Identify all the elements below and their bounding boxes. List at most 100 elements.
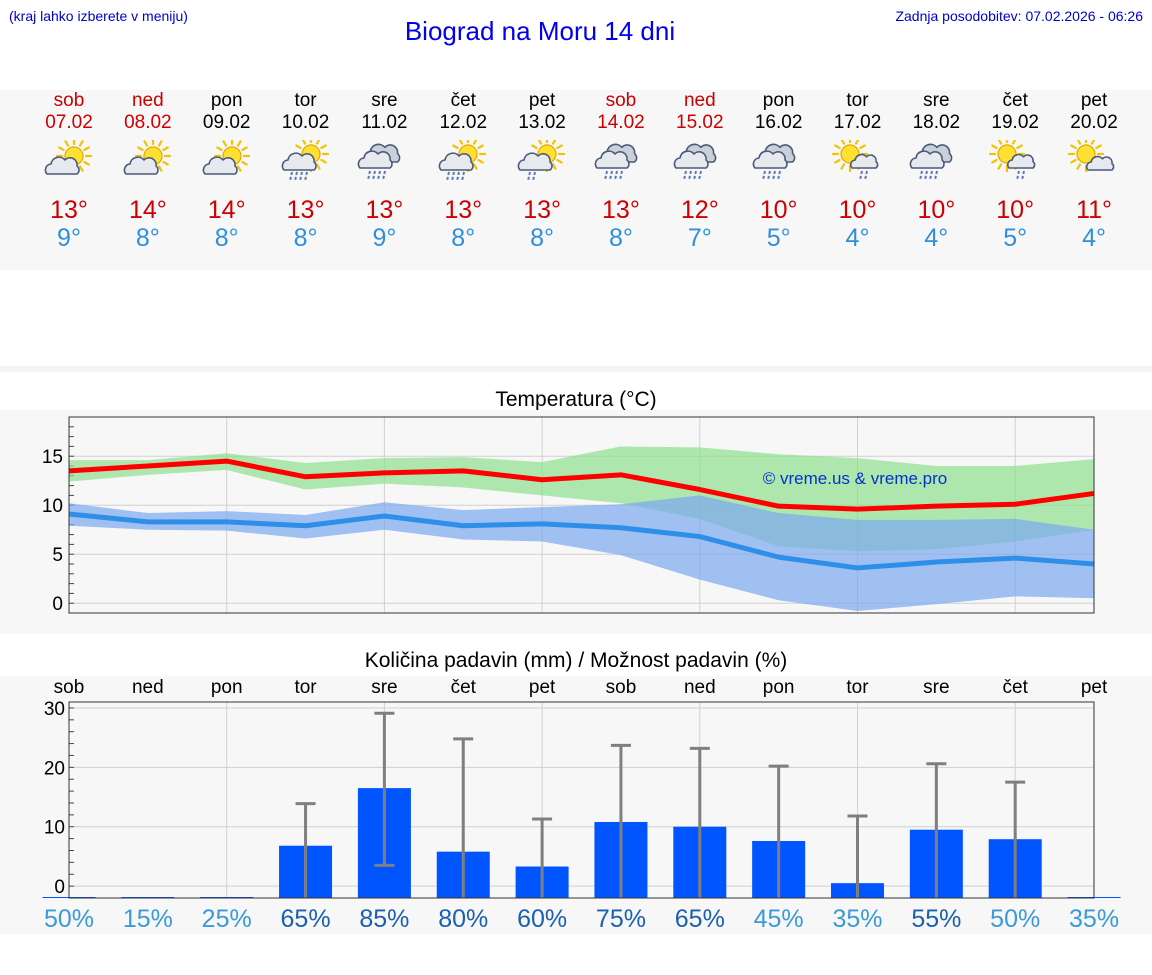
x-day-label: sre xyxy=(923,677,949,698)
precip-probability: 60% xyxy=(517,905,567,933)
day-name: tor xyxy=(846,90,869,111)
x-day-label: ned xyxy=(132,677,164,698)
x-day-label: pon xyxy=(211,677,243,698)
min-temp: 5° xyxy=(1003,224,1028,252)
min-temp: 8° xyxy=(608,224,633,252)
day-date: 12.02 xyxy=(439,112,488,133)
max-temp: 12° xyxy=(680,196,719,224)
day-date: 18.02 xyxy=(912,112,961,133)
y-tick-label: 30 xyxy=(44,699,65,720)
last-update: Zadnja posodobitev: 07.02.2026 - 06:26 xyxy=(895,8,1143,24)
max-temp: 10° xyxy=(917,196,956,224)
day-name: pon xyxy=(210,90,243,111)
watermark: © vreme.us & vreme.pro xyxy=(763,469,947,488)
day-date: 19.02 xyxy=(991,112,1039,133)
max-temp: 11° xyxy=(1076,196,1113,224)
day-date: 13.02 xyxy=(518,112,566,133)
y-tick-label: 10 xyxy=(44,818,65,839)
daily-forecast-panel: sob 07.02 13° 9° ned 08.02 14° 8° pon 09.02 14° 8° t… xyxy=(0,90,1152,270)
min-temp: 8° xyxy=(135,224,160,252)
min-temp: 4° xyxy=(924,224,949,252)
max-temp: 14° xyxy=(128,196,167,224)
sun-small-cloud-rain-icon xyxy=(989,140,1036,181)
cloud-rain-icon xyxy=(910,143,953,181)
precip-probability: 85% xyxy=(359,905,409,933)
x-day-label: čet xyxy=(451,677,477,698)
precip-probability: 25% xyxy=(202,905,252,933)
precip-probability: 75% xyxy=(596,905,646,933)
day-name: sob xyxy=(605,90,637,111)
cloud-rain-icon xyxy=(358,143,401,181)
day-name: sre xyxy=(923,90,950,111)
x-day-label: ned xyxy=(684,677,716,698)
day-date: 20.02 xyxy=(1070,112,1118,133)
max-temp: 10° xyxy=(838,196,877,224)
precip-probability: 55% xyxy=(911,905,961,933)
page-title: Biograd na Moru 14 dni xyxy=(404,16,676,46)
day-date: 11.02 xyxy=(361,112,408,133)
day-name: ned xyxy=(683,90,716,111)
sun-cloud-icon xyxy=(44,140,93,175)
y-tick-label: 0 xyxy=(54,877,65,898)
day-name: čet xyxy=(1002,90,1028,111)
day-name: pon xyxy=(762,90,795,111)
divider xyxy=(0,366,1152,372)
y-tick-label: 10 xyxy=(42,496,63,517)
day-date: 07.02 xyxy=(45,112,93,133)
day-column: ned 15.02 12° 7° xyxy=(660,90,740,252)
x-day-label: čet xyxy=(1003,677,1029,698)
precipitation-chart-title: Količina padavin (mm) / Možnost padavin … xyxy=(364,649,788,672)
min-temp: 8° xyxy=(451,224,476,252)
sun-rain-icon xyxy=(438,140,487,182)
sun-small-cloud-rain-icon xyxy=(831,140,878,181)
x-day-label: tor xyxy=(294,677,317,698)
x-day-label: sob xyxy=(606,677,637,698)
precip-probability: 45% xyxy=(754,905,804,933)
precip-probability: 35% xyxy=(832,905,882,933)
sun-small-cloud-icon xyxy=(1067,140,1115,173)
cloud-rain-icon xyxy=(673,143,717,181)
max-temp: 13° xyxy=(444,196,483,224)
day-name: sob xyxy=(53,90,85,111)
day-name: čet xyxy=(450,90,476,111)
y-tick-label: 0 xyxy=(52,594,63,615)
cloud-rain-icon xyxy=(752,143,796,181)
x-day-label: sob xyxy=(54,677,85,698)
x-day-label: pet xyxy=(529,677,556,698)
max-temp: 13° xyxy=(286,196,325,224)
temperature-chart-panel: 0 5 10 15 © vreme.us & vreme.pro xyxy=(0,410,1152,634)
day-column: pet 13.02 13° 8° xyxy=(502,90,582,252)
precipitation-chart: sob ned pon tor sre čet pet sob ned pon tor sre čet p… xyxy=(42,677,1121,933)
day-column: čet 19.02 10° 5° xyxy=(975,90,1055,252)
min-temp: 8° xyxy=(530,224,555,252)
max-temp: 10° xyxy=(996,196,1035,224)
min-temp: 8° xyxy=(293,224,318,252)
max-temp: 13° xyxy=(50,196,88,224)
day-column: sre 18.02 10° 4° xyxy=(896,90,976,252)
day-column: tor 17.02 10° 4° xyxy=(818,90,898,252)
max-temp: 13° xyxy=(602,196,640,224)
max-temp: 10° xyxy=(759,196,798,224)
min-temp-line xyxy=(68,511,1095,571)
region-select-hint[interactable]: (kraj lahko izberete v meniju) xyxy=(9,8,188,24)
day-name: pet xyxy=(1080,90,1108,111)
day-column: čet 12.02 13° 8° xyxy=(423,90,503,252)
precip-probability: 65% xyxy=(675,905,725,933)
day-date: 16.02 xyxy=(754,112,803,133)
day-column: sre 11.02 13° 9° xyxy=(344,90,424,252)
x-day-label: tor xyxy=(846,677,869,698)
max-temp: 13° xyxy=(523,196,561,224)
day-name: pet xyxy=(528,90,556,111)
day-name: sre xyxy=(371,90,398,111)
day-name: tor xyxy=(294,90,317,111)
min-temp: 9° xyxy=(57,224,81,252)
day-date: 14.02 xyxy=(597,112,645,133)
min-temp: 7° xyxy=(687,224,712,252)
max-temp: 13° xyxy=(365,196,404,224)
max-temp-line xyxy=(68,458,1095,512)
day-date: 09.02 xyxy=(202,112,251,133)
day-date: 17.02 xyxy=(833,112,882,133)
precipitation-chart-panel: sob ned pon tor sre čet pet sob ned pon tor sre čet p… xyxy=(0,676,1152,934)
x-day-label: pon xyxy=(763,677,795,698)
precip-probability: 50% xyxy=(44,905,94,933)
